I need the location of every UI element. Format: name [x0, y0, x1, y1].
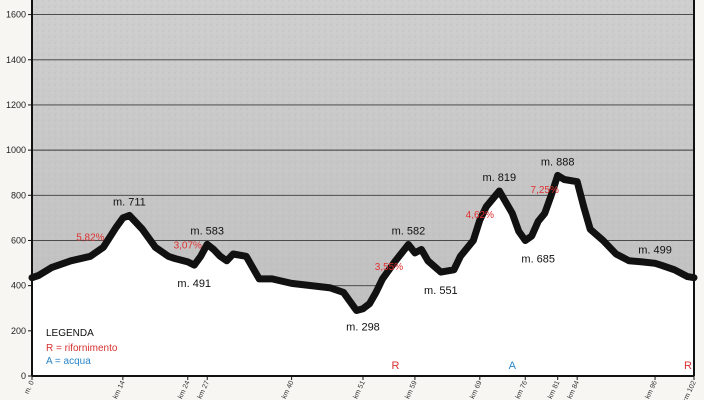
y-tick-label: 1200: [6, 100, 26, 110]
gradient-label: 3,55%: [375, 262, 403, 273]
gradient-label: 3,07%: [174, 240, 202, 251]
x-tick-label: km 24: [177, 380, 191, 400]
y-tick-label: 0: [21, 371, 26, 381]
legend-title: LEGENDA: [46, 328, 94, 339]
x-tick-label: km 40: [281, 380, 295, 400]
x-tick-label: km 84: [567, 380, 581, 400]
x-tick-label: km 81: [547, 380, 561, 400]
altitude-label: m. 819: [482, 172, 516, 184]
terrain-area: [28, 171, 698, 376]
x-tick-label: m. 0: [24, 380, 36, 395]
x-tick-label: km 96: [644, 380, 658, 400]
terrain-fill: [32, 175, 694, 376]
altitude-label: m. 685: [521, 253, 555, 265]
altitude-label: m. 499: [638, 244, 672, 256]
y-tick-label: 1600: [6, 10, 26, 20]
x-tick-label: km 59: [404, 380, 418, 400]
y-tick-label: 1000: [6, 145, 26, 155]
legend-item-refuel: R = rifornimento: [46, 343, 118, 354]
altitude-label: m. 298: [346, 322, 380, 334]
gradient-labels: 5,82% 3,07% 3,55% 4,62% 7,25%: [76, 185, 559, 273]
y-tick-label: 1400: [6, 55, 26, 65]
altitude-label: m. 711: [113, 196, 146, 208]
altitude-label: m. 583: [190, 225, 224, 237]
legend: LEGENDA R = rifornimento A = acqua: [46, 328, 118, 367]
y-tick-label: 600: [11, 235, 26, 245]
y-tick-label: 200: [11, 326, 26, 336]
altitude-label: m. 582: [392, 226, 426, 238]
y-tick-label: 400: [11, 281, 26, 291]
altitude-label: m. 491: [177, 278, 211, 290]
refuel-marker: R: [684, 360, 692, 372]
x-tick-label: km 51: [352, 380, 366, 400]
gradient-label: 7,25%: [531, 185, 559, 196]
altitude-labels: m. 711 m. 583 m. 491 m. 298 m. 582 m. 551 m. 8…: [113, 156, 672, 333]
x-tick-label: km 14: [112, 380, 126, 400]
x-tick-label: km 102: [682, 380, 698, 400]
refuel-marker: R: [391, 360, 399, 372]
x-tick-label: km 76: [515, 380, 529, 400]
y-tick-labels: 0 200 400 600 800 1000 1200 1400 1600: [6, 10, 26, 381]
y-tick-label: 800: [11, 190, 26, 200]
profile-line: [28, 171, 698, 314]
gradient-label: 5,82%: [76, 232, 104, 243]
x-tick-label: km 69: [469, 380, 483, 400]
water-marker: A: [509, 360, 517, 372]
gradient-label: 4,62%: [466, 210, 494, 221]
x-tick-labels: m. 0 km 14 km 24 km 27 km 40 km 51 km 59 km 69 k…: [24, 376, 698, 400]
legend-item-water: A = acqua: [46, 356, 91, 367]
altitude-label: m. 888: [541, 156, 575, 168]
x-tick-label: km 27: [197, 380, 211, 400]
altitude-label: m. 551: [424, 285, 458, 297]
